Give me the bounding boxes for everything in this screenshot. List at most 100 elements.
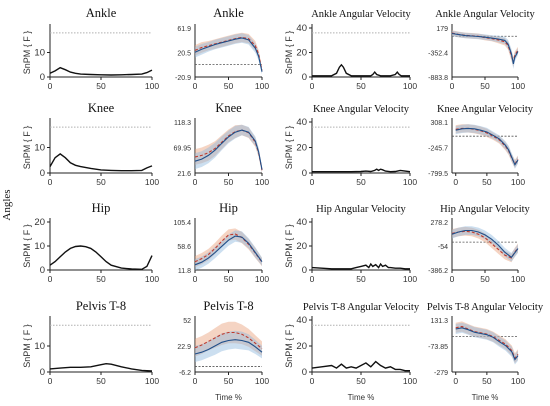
spm-curve xyxy=(312,63,410,77)
x-tick-label: 50 xyxy=(480,81,490,91)
panel-title: Hip Angular Velocity xyxy=(316,204,406,215)
x-tick-label: 0 xyxy=(193,81,198,91)
panel-title: Ankle xyxy=(86,6,117,20)
panel-title: Pelvis T-8 Angular Velocity xyxy=(303,302,420,313)
y-tick-label: -352.4 xyxy=(428,51,448,58)
x-tick-label: 50 xyxy=(480,274,490,284)
panel-title: Knee Angular Velocity xyxy=(313,104,410,115)
x-tick-label: 50 xyxy=(482,376,492,386)
y-tick-label: -20.9 xyxy=(175,75,191,82)
panel-title: Knee xyxy=(88,101,115,115)
y-tick-label: 0 xyxy=(40,367,45,378)
x-tick-label: 100 xyxy=(403,274,417,284)
panel-6: Knee 0 50 100 118.3 69.95 21.6 xyxy=(173,101,269,187)
x-tick-label: 50 xyxy=(224,177,234,187)
y-tick-label: 0 xyxy=(40,265,45,276)
x-tick-label: 0 xyxy=(193,177,198,187)
y-tick-label: 40 xyxy=(296,117,307,128)
x-tick-label: 0 xyxy=(48,177,53,187)
mean-line-2 xyxy=(194,339,263,355)
sd-band-2 xyxy=(195,230,262,271)
x-tick-label: 0 xyxy=(450,274,455,284)
y-tick-label: 58.6 xyxy=(177,244,191,251)
y-tick-label: 118.3 xyxy=(174,120,191,127)
spm-curve xyxy=(311,262,410,270)
x-tick-label: 50 xyxy=(356,376,366,386)
mean-line-2 xyxy=(455,127,519,166)
x-tick-label: 100 xyxy=(511,376,525,386)
y-tick-label: 0 xyxy=(302,265,307,276)
x-axis-label: Time % xyxy=(215,393,242,402)
spm-curve xyxy=(49,153,153,172)
spm-curve xyxy=(49,66,153,76)
x-tick-label: 0 xyxy=(310,177,315,187)
y-tick-label: 52 xyxy=(183,318,191,325)
x-tick-label: 100 xyxy=(255,81,269,91)
x-axis-label: Time % xyxy=(348,393,375,402)
x-axis-label: Time % xyxy=(472,393,499,402)
x-tick-label: 100 xyxy=(255,274,269,284)
panel-2: Ankle 0 50 100 61.9 20.5 -20.9 xyxy=(175,6,269,91)
mean-line-1 xyxy=(194,36,263,71)
y-tick-label: 20 xyxy=(296,241,307,252)
y-tick-label: 69.95 xyxy=(173,146,191,153)
mean-line-2 xyxy=(451,32,519,65)
y-tick-label: 0 xyxy=(40,72,45,83)
y-tick-label: 40 xyxy=(296,23,307,34)
panel-title: Ankle xyxy=(213,6,244,20)
panel-title: Ankle Angular Velocity xyxy=(435,9,535,20)
mean-line-2 xyxy=(451,229,519,259)
panel-title: Knee Angular Velocity xyxy=(437,104,534,115)
y-tick-label: 11.8 xyxy=(178,268,191,275)
sd-band-2 xyxy=(195,124,262,173)
x-tick-label: 0 xyxy=(310,81,315,91)
y-tick-label: 40 xyxy=(296,315,307,326)
sd-band-2 xyxy=(455,322,518,365)
y-tick-label: 179 xyxy=(436,26,448,33)
spm-curve xyxy=(312,168,411,173)
x-tick-label: 50 xyxy=(96,81,106,91)
y-tick-label: 10 xyxy=(34,143,45,154)
x-tick-label: 50 xyxy=(356,177,366,187)
y-tick-label: -6.2 xyxy=(179,370,191,377)
y-axis-label: SnPM { F } xyxy=(284,224,294,268)
x-tick-label: 50 xyxy=(356,274,366,284)
x-tick-label: 100 xyxy=(145,177,159,187)
y-tick-label: 0 xyxy=(302,72,307,83)
x-tick-label: 0 xyxy=(453,177,458,187)
y-tick-label: 0 xyxy=(40,168,45,179)
sd-band-2 xyxy=(195,33,262,75)
x-tick-label: 50 xyxy=(224,376,234,386)
y-tick-label: 20 xyxy=(296,48,307,59)
x-tick-label: 0 xyxy=(453,376,458,386)
panel-8: Knee Angular Velocity 0 50 100 308.1 -245.7 -7… xyxy=(428,104,534,187)
y-tick-label: 21.6 xyxy=(177,171,191,178)
panel-15: Pelvis T-8 Angular Velocity 0 50 100 0 20 40Sn… xyxy=(284,302,420,402)
x-tick-label: 50 xyxy=(482,177,492,187)
panel-title: Pelvis T-8 xyxy=(203,299,253,313)
y-tick-label: 10 xyxy=(34,48,45,59)
x-tick-label: 0 xyxy=(193,274,198,284)
x-tick-label: 100 xyxy=(145,274,159,284)
y-tick-label: -73.85 xyxy=(428,344,448,351)
panel-title: Hip xyxy=(219,201,238,215)
y-axis-label: SnPM { F } xyxy=(284,126,294,170)
sd-band-2 xyxy=(195,330,262,362)
x-tick-label: 100 xyxy=(145,376,159,386)
y-tick-label: 20.5 xyxy=(177,51,191,58)
sd-band-1 xyxy=(455,321,518,364)
y-axis-label: SnPM { F } xyxy=(22,126,32,170)
sd-band-2 xyxy=(455,124,518,169)
y-tick-label: 20 xyxy=(296,143,307,154)
y-tick-label: -245.7 xyxy=(428,146,448,153)
mean-line-2 xyxy=(194,37,263,72)
y-tick-label: 61.9 xyxy=(177,26,191,33)
sd-band-1 xyxy=(452,226,518,263)
spm-curve xyxy=(311,360,410,372)
